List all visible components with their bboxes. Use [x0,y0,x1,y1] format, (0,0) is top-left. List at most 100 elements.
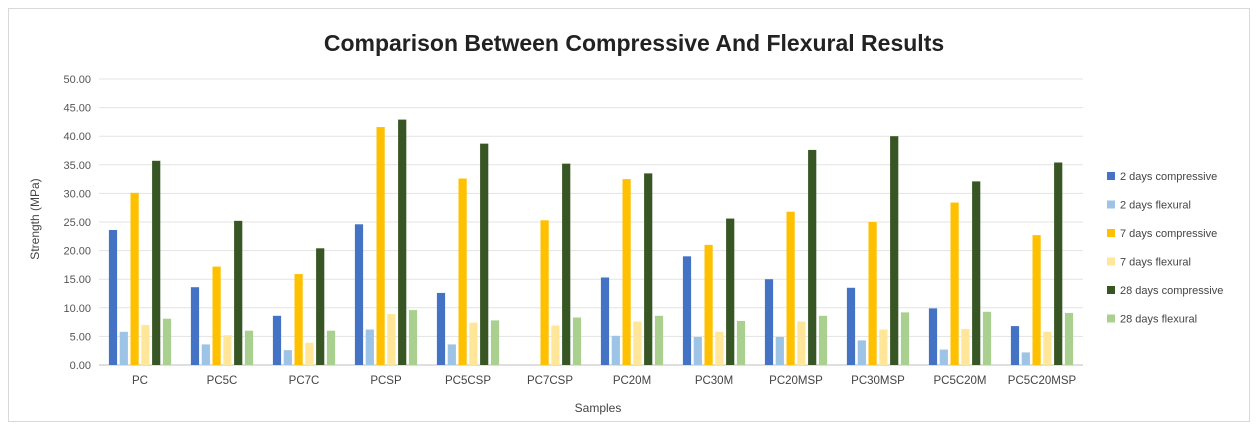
bar-2-days-compressive-pc5c20m [928,308,938,365]
bar-7-days-flexural-pc5c [223,335,232,365]
bar-2-days-flexural-pc30m [693,336,702,365]
bar-28-days-compressive-pc [152,160,161,365]
legend-swatch [1107,257,1115,266]
bar-7-days-compressive-pc5c20m [950,202,959,365]
bar-7-days-flexural-pcsp [387,314,396,365]
bar-28-days-compressive-pc5c [234,220,243,365]
bar-2-days-flexural-pc7c [283,350,292,365]
y-tick-label: 35.00 [63,160,91,172]
bar-7-days-compressive-pc5csp [458,178,467,365]
legend-label: 2 days flexural [1120,200,1191,212]
bar-2-days-compressive-pc20msp [764,279,774,365]
legend-swatch [1107,172,1115,180]
bar-7-days-compressive-pc20m [622,179,631,365]
y-axis-label: Strength (MPa) [28,178,42,259]
x-tick-label: PC7CSP [527,375,573,387]
bar-2-days-compressive-pc7c [272,315,282,365]
bar-28-days-flexural-pc5csp [490,320,500,365]
legend-label: 7 days compressive [1120,228,1217,240]
x-tick-label: PC30M [695,375,733,387]
legend-label: 7 days flexural [1120,257,1191,269]
bar-2-days-flexural-pc5csp [447,344,456,365]
x-tick-label: PC [132,375,148,387]
y-tick-label: 50.00 [63,74,91,86]
bar-7-days-compressive-pc [130,192,139,365]
bar-28-days-compressive-pc5csp [480,143,489,365]
bar-7-days-compressive-pcsp [376,127,385,365]
bar-2-days-flexural-pc [119,331,128,365]
bar-28-days-flexural-pc20m [654,315,664,365]
legend-label: 28 days compressive [1120,285,1223,297]
y-tick-label: 45.00 [63,103,91,115]
bar-28-days-compressive-pc7csp [562,163,571,365]
x-axis-label: Samples [575,401,622,415]
x-tick-label: PC5C20MSP [1008,375,1077,387]
bar-28-days-flexural-pc5c20m [982,311,992,365]
x-tick-label: PC5C [207,375,238,387]
bar-28-days-compressive-pc5c20msp [1054,162,1063,365]
y-tick-label: 0.00 [70,360,91,372]
chart-container: Comparison Between Compressive And Flexu… [8,8,1250,422]
x-tick-label: PC20M [613,375,651,387]
bar-28-days-flexural-pc [162,318,172,365]
bar-7-days-compressive-pc5c20msp [1032,235,1041,365]
bar-2-days-flexural-pc5c20m [939,349,948,365]
y-tick-label: 20.00 [63,246,91,258]
bar-7-days-flexural-pc5c20msp [1043,331,1052,365]
y-tick-label: 40.00 [63,131,91,143]
bar-7-days-flexural-pc20msp [797,321,806,365]
bar-2-days-compressive-pc [108,230,118,365]
x-tick-label: PC20MSP [769,375,823,387]
bar-28-days-flexural-pc20msp [818,315,828,365]
bar-7-days-flexural-pc30msp [879,329,888,365]
bar-2-days-compressive-pc5c20msp [1010,326,1020,365]
bar-7-days-flexural-pc30m [715,331,724,365]
bar-28-days-compressive-pc20m [644,173,653,365]
bar-7-days-compressive-pc30m [704,244,713,365]
y-tick-label: 30.00 [63,188,91,200]
bar-2-days-compressive-pc5csp [436,292,446,365]
legend: 2 days compressive 2 days flexural 7 days … [1107,171,1223,326]
y-axis-ticks: 0.00 5.00 10.00 15.00 20.00 25.00 30.00 35.00 40… [63,74,91,372]
bar-7-days-flexural-pc5csp [469,322,478,365]
y-tick-label: 15.00 [63,274,91,286]
bar-7-days-compressive-pc7c [294,274,303,365]
y-tick-label: 10.00 [63,303,91,315]
bar-28-days-flexural-pc7csp [572,317,582,365]
legend-swatch [1107,200,1115,209]
bar-28-days-flexural-pc30m [736,320,746,365]
x-tick-label: PC7C [289,375,320,387]
y-tick-label: 5.00 [70,331,91,343]
bar-2-days-compressive-pc30m [682,256,692,365]
bar-2-days-flexural-pc20msp [775,336,784,365]
x-tick-label: PC30MSP [851,375,905,387]
bar-2-days-compressive-pc30msp [846,287,856,365]
bar-7-days-compressive-pc20msp [786,211,795,365]
bar-7-days-compressive-pc7csp [540,220,549,365]
bar-28-days-flexural-pc5c20msp [1064,312,1074,365]
bar-2-days-flexural-pc30msp [857,340,866,365]
x-tick-label: PCSP [370,375,402,387]
bar-2-days-compressive-pc20m [600,277,610,365]
bar-7-days-flexural-pc7csp [551,325,560,365]
bar-7-days-flexural-pc [141,324,150,365]
bar-28-days-compressive-pc5c20m [972,181,981,365]
legend-label: 2 days compressive [1120,171,1217,183]
bar-7-days-flexural-pc7c [305,342,314,365]
bar-28-days-compressive-pc30msp [890,136,899,365]
bar-2-days-flexural-pc20m [611,335,620,365]
bar-28-days-compressive-pc7c [316,248,325,365]
chart-title: Comparison Between Compressive And Flexu… [324,30,944,56]
bar-2-days-compressive-pc5c [190,287,200,365]
y-tick-label: 25.00 [63,217,91,229]
legend-swatch [1107,229,1115,237]
bar-2-days-compressive-pcsp [354,224,364,365]
bar-2-days-flexural-pcsp [365,329,374,365]
gridlines [99,78,1083,366]
bar-28-days-flexural-pcsp [408,310,418,365]
bar-7-days-compressive-pc30msp [868,222,877,365]
legend-label: 28 days flexural [1120,314,1197,326]
bar-7-days-flexural-pc5c20m [961,328,970,365]
bar-28-days-flexural-pc5c [244,330,254,365]
bar-28-days-flexural-pc7c [326,330,336,365]
